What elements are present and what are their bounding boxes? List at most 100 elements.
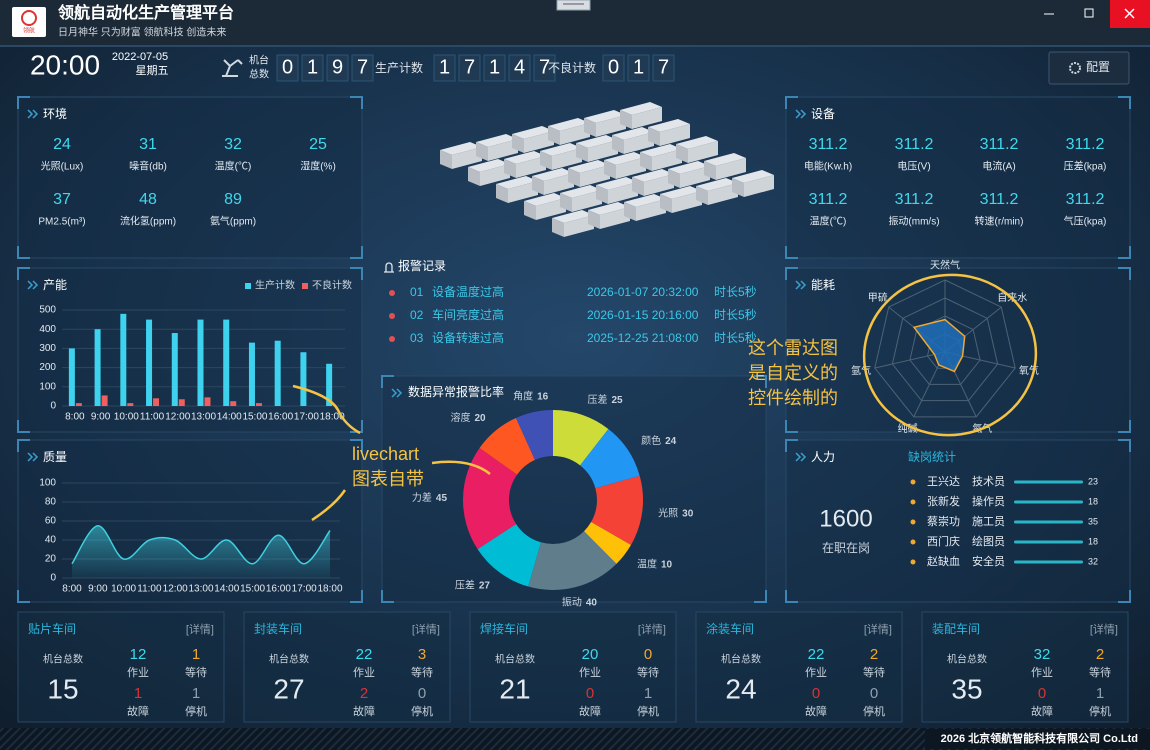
- alarm-dot: [389, 313, 395, 319]
- x-tick-label: 17:00: [294, 412, 319, 423]
- x-tick-label: 9:00: [88, 584, 108, 595]
- slice-label: 压差 25: [587, 392, 623, 405]
- alarm-index: 03: [410, 331, 424, 345]
- machine-top: [532, 168, 574, 181]
- metric-label: 电压(V): [897, 160, 930, 173]
- metric-value: 31: [139, 136, 157, 153]
- machine-side: [544, 173, 574, 195]
- workshop-total: 21: [499, 673, 530, 704]
- absence-bar: [1014, 480, 1083, 484]
- metric-value: 48: [139, 191, 157, 208]
- btn-close-icon: [1124, 8, 1135, 19]
- machine-front: [604, 160, 616, 179]
- panel-title: 人力: [811, 450, 835, 464]
- radar-grid: [909, 315, 981, 385]
- y-tick-label: 0: [50, 401, 56, 412]
- digit: 7: [539, 56, 550, 78]
- machine-side: [636, 199, 666, 221]
- bar: [248, 342, 255, 406]
- workshop-total: 27: [273, 673, 304, 704]
- slice-name: 力差: [412, 491, 432, 504]
- machine-side: [596, 115, 626, 137]
- btn-max[interactable]: [1070, 0, 1108, 28]
- absence-dot: [910, 559, 916, 565]
- panel-title: 数据异常报警比率: [408, 384, 504, 399]
- waiting-value: 3: [418, 646, 426, 663]
- machine-front: [468, 167, 480, 186]
- metric-value: 311.2: [980, 136, 1019, 153]
- panel: [17, 96, 363, 259]
- machine-front: [568, 168, 580, 187]
- x-tick-label: 14:00: [217, 412, 242, 423]
- radar-label: 甲硫: [868, 291, 888, 304]
- absence-value: 23: [1088, 476, 1098, 486]
- machine-side: [644, 174, 674, 196]
- machine-front: [588, 210, 600, 229]
- workshop-label: 作业: [805, 666, 827, 679]
- machine-front: [612, 135, 624, 154]
- working-value: 32: [1034, 646, 1051, 663]
- staff-name: 蔡崇功: [927, 515, 960, 528]
- logo-text: 领航: [23, 27, 35, 35]
- panel-corner: [17, 267, 363, 433]
- machine-top: [640, 144, 682, 157]
- workshop-detail[interactable]: [详情]: [1090, 622, 1118, 636]
- bar: [197, 319, 204, 406]
- panel-title: 产能: [43, 278, 67, 292]
- staff-role: 操作员: [972, 494, 1005, 508]
- machine-side: [572, 190, 602, 212]
- slice-label: 溶度 20: [450, 411, 486, 424]
- waiting-value: 0: [644, 646, 652, 663]
- workshop-detail[interactable]: [详情]: [186, 622, 214, 636]
- alarm-dot: [389, 336, 395, 342]
- annotation-stroke: [431, 460, 491, 475]
- digit: 7: [464, 56, 475, 78]
- workshop-label: 故障: [353, 704, 375, 718]
- staff-role: 安全员: [972, 554, 1005, 568]
- slice-label: 颜色 24: [641, 434, 677, 447]
- logo-icon: [21, 10, 37, 26]
- slice-value: 24: [665, 436, 677, 447]
- clock-date: 2022-07-05: [112, 51, 168, 63]
- stopped-value: 1: [644, 685, 652, 702]
- machine-side: [744, 175, 774, 197]
- slice-label: 振动 40: [562, 595, 598, 608]
- panel: [785, 96, 1131, 259]
- slice-value: 27: [479, 580, 491, 591]
- metric-label: 压差(kpa): [1064, 160, 1107, 173]
- workshop-label: 停机: [637, 704, 659, 718]
- machine-front: [524, 201, 536, 220]
- footer-text: 2026 北京领航智能科技有限公司 Co.Ltd: [941, 731, 1138, 745]
- alarm-text: 车间亮度过高: [432, 307, 504, 322]
- metric-value: 37: [53, 191, 71, 208]
- y-tick-label: 0: [50, 573, 56, 584]
- workshop-detail[interactable]: [详情]: [412, 622, 440, 636]
- config-button[interactable]: [1048, 51, 1130, 85]
- machine-top: [620, 102, 662, 115]
- x-tick-label: 18:00: [317, 584, 342, 595]
- metric-label: 电能(Kw.h): [804, 160, 852, 173]
- slice-name: 颜色: [641, 434, 661, 447]
- slice-name: 温度: [637, 557, 657, 570]
- workshop-detail[interactable]: [详情]: [638, 622, 666, 636]
- absence-value: 32: [1088, 556, 1098, 566]
- machine-front: [676, 144, 688, 163]
- bar: [146, 319, 153, 406]
- machine-top: [468, 159, 510, 172]
- machine-side: [624, 132, 654, 154]
- machine-side: [708, 183, 738, 205]
- metric-label: 振动(mm/s): [888, 215, 939, 228]
- workshop-detail[interactable]: [详情]: [864, 622, 892, 636]
- alarm-index: 01: [410, 285, 424, 299]
- y-tick-label: 60: [45, 516, 57, 527]
- machine-front: [576, 143, 588, 162]
- radar-shape: [912, 318, 966, 373]
- working-value: 12: [130, 646, 147, 663]
- machine-top: [612, 127, 654, 140]
- headcount-label: 在职在岗: [822, 541, 870, 555]
- panel-title: 环境: [43, 106, 67, 121]
- machine-side: [660, 124, 690, 146]
- clock-weekday: 星期五: [136, 64, 169, 77]
- x-tick-label: 10:00: [114, 412, 139, 423]
- bar: [127, 403, 134, 406]
